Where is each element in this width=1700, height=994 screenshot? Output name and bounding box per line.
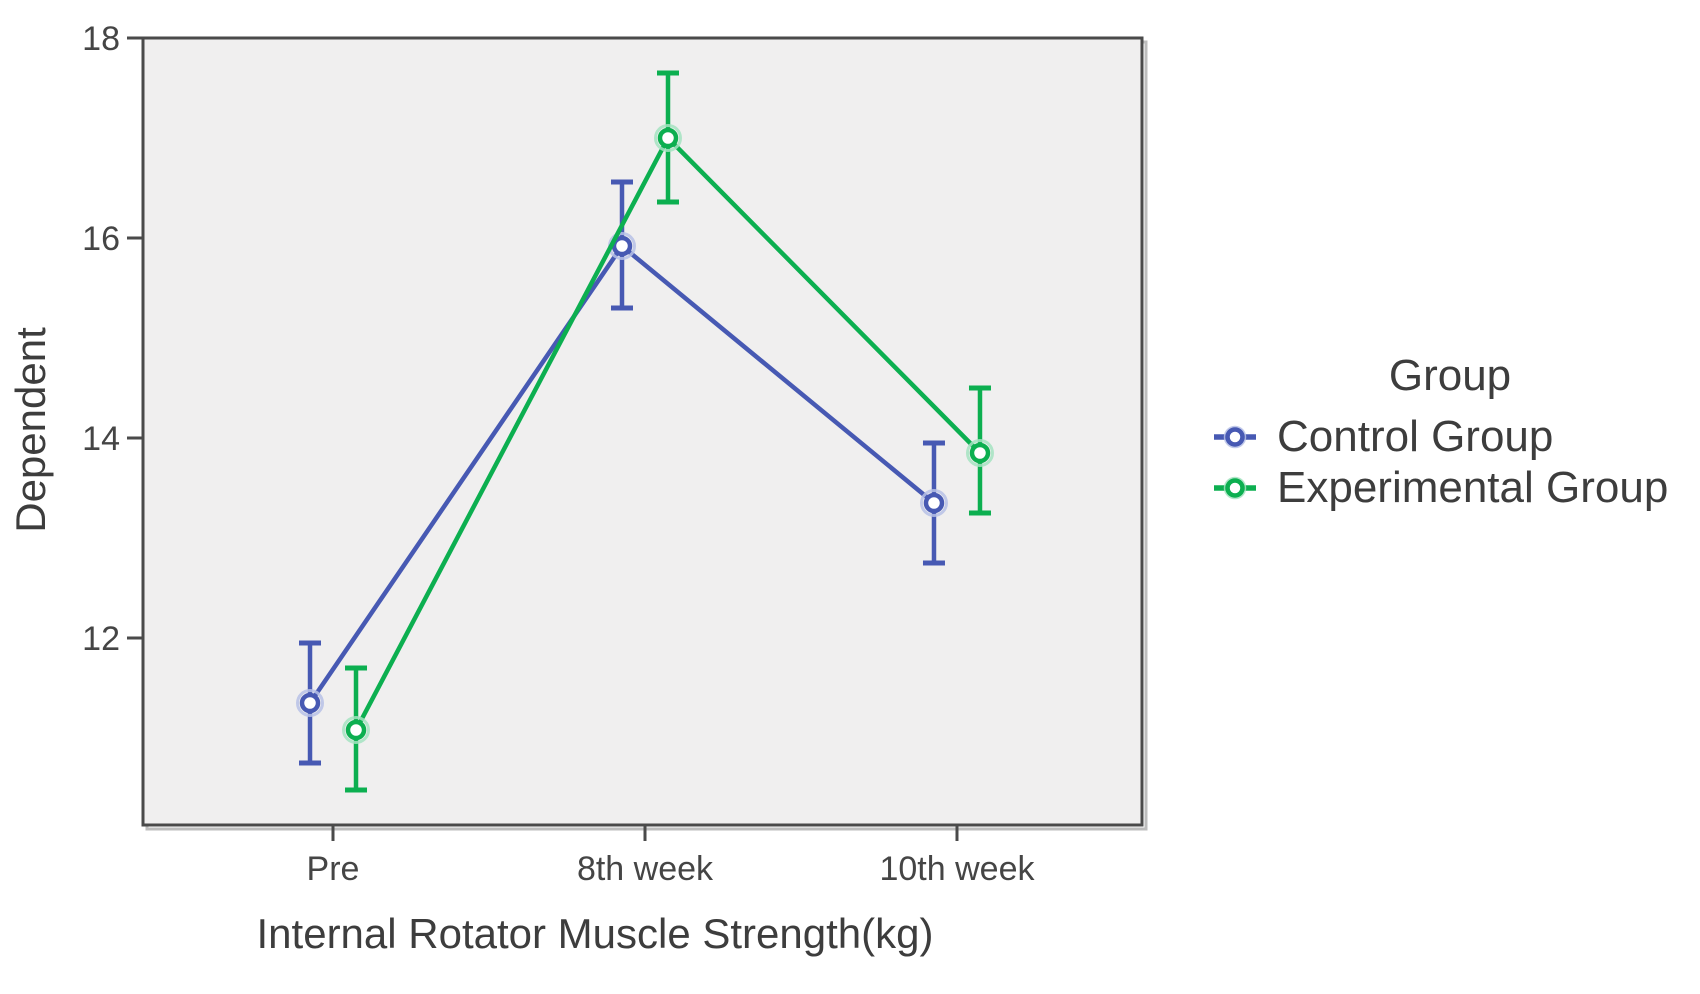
data-point-marker bbox=[923, 492, 945, 514]
legend-marker-icon bbox=[1214, 476, 1256, 499]
legend-marker-icon bbox=[1214, 425, 1256, 448]
data-point-halo bbox=[342, 716, 371, 744]
data-point-marker bbox=[657, 127, 679, 149]
data-point-marker bbox=[969, 442, 991, 464]
data-point-marker bbox=[299, 692, 321, 714]
y-axis-title: Dependent bbox=[7, 327, 54, 533]
legend-item: Experimental Group bbox=[1195, 462, 1700, 513]
legend-marker-circle bbox=[1225, 426, 1245, 447]
x-tick-label: 10th week bbox=[879, 850, 1035, 888]
legend-marker-halo bbox=[1223, 476, 1247, 499]
legend-title: Group bbox=[1388, 351, 1512, 400]
data-point-halo bbox=[653, 124, 682, 152]
x-tick-label: Pre bbox=[307, 850, 360, 888]
legend-items: Control Group Experimental Group bbox=[1195, 411, 1700, 513]
legend-item: Control Group bbox=[1195, 411, 1700, 462]
data-point-marker bbox=[345, 719, 367, 741]
y-tick-label: 16 bbox=[82, 220, 120, 258]
y-tick-label: 18 bbox=[82, 20, 120, 58]
legend-item-label: Control Group bbox=[1277, 411, 1554, 461]
x-tick-label: 8th week bbox=[577, 850, 714, 888]
legend-item-label: Experimental Group bbox=[1277, 462, 1669, 512]
x-axis-title: Internal Rotator Muscle Strength(kg) bbox=[256, 910, 934, 957]
legend-marker-halo bbox=[1223, 425, 1247, 448]
legend-marker-circle bbox=[1225, 477, 1245, 498]
legend: Group Control Group Experimental Group bbox=[1195, 351, 1700, 513]
data-point-halo bbox=[296, 689, 325, 717]
data-point-halo bbox=[919, 489, 948, 517]
data-point-marker bbox=[611, 235, 633, 257]
y-tick-label: 14 bbox=[82, 420, 120, 458]
plot-area bbox=[141, 36, 1144, 827]
data-point-halo bbox=[965, 439, 994, 467]
y-tick-label: 12 bbox=[82, 620, 120, 658]
